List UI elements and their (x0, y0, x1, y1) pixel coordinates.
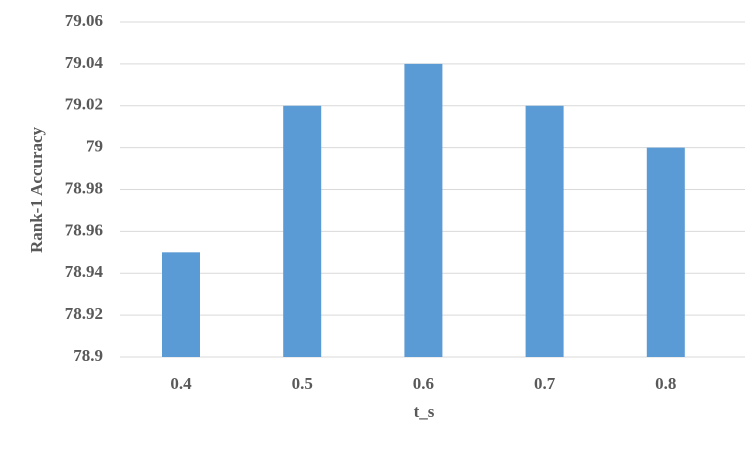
y-tick-label: 79.06 (65, 11, 103, 30)
y-axis-title: Rank-1 Accuracy (27, 126, 46, 253)
x-axis-title: t_s (414, 402, 435, 421)
y-tick-label: 78.92 (65, 304, 103, 323)
bar (646, 147, 685, 357)
x-tick-label: 0.8 (655, 374, 676, 393)
bar (283, 105, 322, 357)
x-tick-label: 0.7 (534, 374, 556, 393)
x-tick-label: 0.4 (170, 374, 192, 393)
x-tick-label: 0.5 (292, 374, 313, 393)
bar (525, 105, 564, 357)
x-tick-label: 0.6 (413, 374, 434, 393)
y-tick-label: 79.04 (65, 53, 104, 72)
y-tick-label: 78.94 (65, 262, 104, 281)
bar (404, 63, 443, 357)
y-tick-label: 79 (86, 137, 103, 156)
y-tick-label: 78.9 (73, 346, 103, 365)
bar (162, 252, 200, 357)
y-tick-label: 78.96 (65, 220, 103, 239)
y-tick-label: 79.02 (65, 95, 103, 114)
y-tick-label: 78.98 (65, 178, 103, 197)
